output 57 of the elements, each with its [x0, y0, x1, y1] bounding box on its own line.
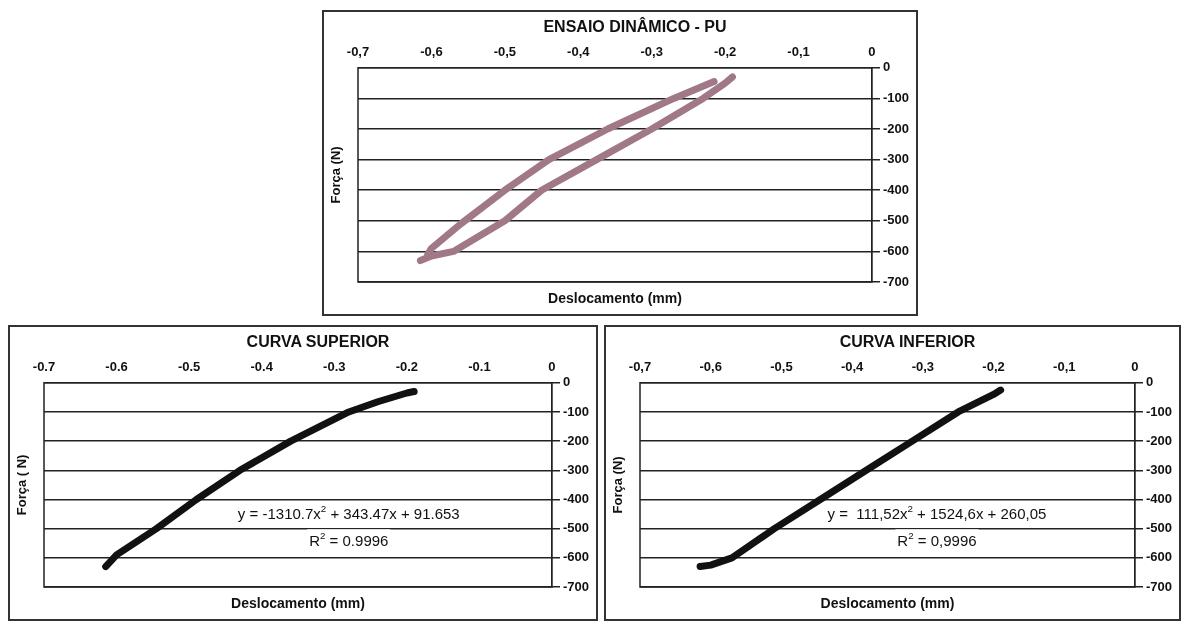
x-axis-title: Deslocamento (mm) — [548, 289, 682, 306]
y-tick-label: 0 — [1145, 374, 1154, 390]
y-tick-label: -300 — [1145, 461, 1173, 477]
x-tick-label: -0,3 — [911, 358, 935, 374]
x-tick-label: 0 — [868, 43, 876, 59]
x-axis-title: Deslocamento (mm) — [231, 594, 365, 611]
x-tick-label: -0,3 — [640, 43, 663, 59]
x-tick-label: -0,1 — [787, 43, 810, 59]
y-tick-label: -100 — [1145, 403, 1173, 419]
x-tick-label: 0 — [1131, 358, 1139, 374]
x-tick-label: -0,5 — [493, 43, 517, 59]
x-tick-label: -0.7 — [32, 358, 56, 374]
y-tick-label: -400 — [882, 181, 910, 197]
x-tick-label: -0,1 — [1053, 358, 1076, 374]
x-tick-label: -0.5 — [177, 358, 201, 374]
y-tick-label: -700 — [882, 273, 910, 289]
chart-title: CURVA SUPERIOR — [246, 333, 390, 351]
y-axis-title: Força (N) — [609, 456, 625, 514]
y-tick-label: -300 — [562, 461, 590, 477]
y-tick-label: -600 — [1145, 549, 1173, 565]
x-tick-label: -0,7 — [628, 358, 652, 374]
chart-title: ENSAIO DINÂMICO - PU — [543, 17, 727, 36]
x-tick-label: -0.1 — [468, 358, 491, 374]
y-tick-label: -700 — [1145, 578, 1173, 594]
x-tick-label: -0.3 — [323, 358, 346, 374]
x-tick-label: -0.6 — [105, 358, 128, 374]
y-tick-label: -300 — [882, 151, 910, 167]
chart-title: CURVA INFERIOR — [839, 333, 976, 351]
y-axis-title: Força ( N) — [13, 454, 29, 516]
x-axis-title: Deslocamento (mm) — [820, 594, 955, 611]
x-tick-label: -0.4 — [250, 358, 274, 374]
y-tick-label: -100 — [882, 89, 910, 105]
y-tick-label: -700 — [562, 578, 590, 594]
y-tick-label: 0 — [562, 374, 571, 390]
y-tick-label: -400 — [562, 491, 590, 507]
y-tick-label: -200 — [882, 120, 910, 136]
y-axis-title: Força (N) — [327, 146, 343, 204]
x-tick-label: -0,6 — [699, 358, 722, 374]
x-tick-label: -0,7 — [346, 43, 370, 59]
y-tick-label: -500 — [882, 212, 910, 228]
y-tick-label: -600 — [562, 549, 590, 565]
y-tick-label: -500 — [562, 520, 590, 536]
x-tick-label: -0.2 — [395, 358, 419, 374]
x-tick-label: -0,2 — [713, 43, 737, 59]
y-tick-label: -400 — [1145, 491, 1173, 507]
y-tick-label: -500 — [1145, 520, 1173, 536]
x-tick-label: -0,5 — [770, 358, 793, 374]
y-tick-label: 0 — [882, 59, 891, 75]
y-tick-label: -100 — [562, 403, 590, 419]
x-tick-label: -0,4 — [840, 358, 865, 374]
x-tick-label: 0 — [548, 358, 556, 374]
x-tick-label: -0,6 — [420, 43, 443, 59]
x-tick-label: -0,4 — [567, 43, 591, 59]
y-tick-label: -200 — [562, 432, 590, 448]
y-tick-label: -600 — [882, 242, 910, 258]
y-tick-label: -200 — [1145, 432, 1173, 448]
x-tick-label: -0,2 — [982, 358, 1005, 374]
